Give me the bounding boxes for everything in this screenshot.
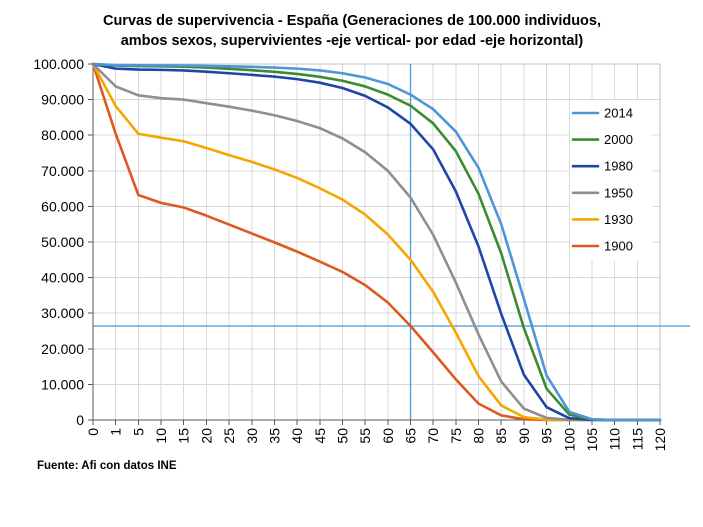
x-tick-label: 65 [403,428,419,444]
x-tick-label: 10 [153,428,169,444]
x-tick-label: 100 [561,428,577,452]
x-tick-label: 20 [198,428,214,444]
y-tick-label: 20.000 [41,341,84,357]
source-note: Fuente: Afi con datos INE [37,460,177,472]
legend-label-1930: 1930 [604,212,633,227]
x-tick-label: 0 [85,428,101,436]
y-tick-label: 70.000 [41,163,84,179]
x-axis: 0 1 5 10 15 20 25 30 35 40 45 50 55 60 65 70 75 80 85 90 95 1… [85,419,668,452]
legend-label-1900: 1900 [604,239,633,254]
legend-label-1950: 1950 [604,185,633,200]
x-tick-label: 45 [312,428,328,444]
series-line-1950 [91,62,662,422]
legend: 2014 2000 1980 1950 1930 1900 [570,100,652,261]
x-tick-label: 75 [448,428,464,444]
y-tick-label: 30.000 [41,305,84,321]
x-tick-label: 85 [493,428,509,444]
series-lines [91,62,662,422]
x-tick-label: 120 [652,428,668,452]
y-tick-label: 80.000 [41,127,84,143]
y-tick-label: 90.000 [41,92,84,108]
x-tick-label: 95 [539,428,555,444]
x-tick-label: 105 [584,428,600,452]
chart-title-line-2: ambos sexos, supervivientes -eje vertica… [121,33,584,49]
legend-background [570,100,652,261]
chart-title-line-1: Curvas de supervivencia - España (Genera… [103,13,601,29]
x-tick-label: 80 [471,428,487,444]
x-tick-label: 1 [108,428,124,436]
x-tick-label: 25 [221,428,237,444]
y-tick-label: 10.000 [41,376,84,392]
series-line-2014 [91,62,662,422]
x-tick-label: 5 [130,428,146,436]
legend-label-2014: 2014 [604,106,633,121]
y-tick-label: 60.000 [41,198,84,214]
x-tick-label: 35 [266,428,282,444]
x-tick-label: 70 [425,428,441,444]
x-tick-label: 55 [357,428,373,444]
y-tick-label: 50.000 [41,234,84,250]
series-line-1980 [91,62,662,422]
y-tick-label: 40.000 [41,270,84,286]
x-tick-label: 110 [607,428,623,451]
x-tick-label: 115 [629,428,645,451]
y-tick-label: 0 [76,412,84,428]
x-tick-label: 50 [334,428,350,444]
legend-label-2000: 2000 [604,132,633,147]
x-tick-label: 40 [289,428,305,444]
x-tick-label: 90 [516,428,532,444]
x-tick-label: 60 [380,428,396,444]
legend-label-1980: 1980 [604,159,633,174]
y-axis: 0 10.000 20.000 30.000 40.000 50.000 60.000 70.… [33,56,94,428]
y-tick-label: 100.000 [33,56,84,72]
x-tick-label: 30 [244,428,260,444]
x-tick-label: 15 [176,428,192,444]
chart-title: Curvas de supervivencia - España (Genera… [103,13,601,49]
